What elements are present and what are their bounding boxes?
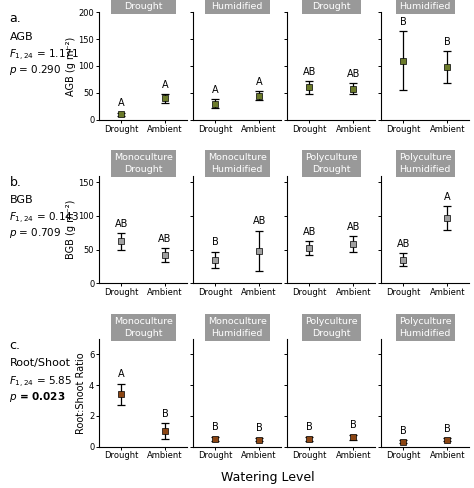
Y-axis label: Root:Shoot Ratio: Root:Shoot Ratio: [76, 352, 86, 433]
Text: c.: c.: [9, 339, 20, 352]
Title: Monoculture
Humidified: Monoculture Humidified: [208, 317, 266, 338]
Text: AB: AB: [397, 239, 410, 248]
Text: A: A: [118, 369, 125, 379]
Text: $p$ = 0.290: $p$ = 0.290: [9, 63, 62, 77]
Text: B: B: [400, 17, 407, 27]
Text: A: A: [256, 77, 263, 87]
Text: B: B: [350, 420, 356, 430]
Text: B: B: [400, 426, 407, 436]
Title: Polyculture
Drought: Polyculture Drought: [305, 153, 357, 174]
Text: A: A: [118, 99, 125, 108]
Text: B: B: [444, 424, 451, 434]
Text: B: B: [212, 237, 219, 247]
Text: BGB: BGB: [9, 195, 33, 205]
Text: B: B: [212, 422, 219, 432]
Text: AB: AB: [158, 234, 172, 244]
Text: $p$ = 0.709: $p$ = 0.709: [9, 226, 62, 240]
Text: B: B: [162, 409, 168, 419]
Text: A: A: [162, 80, 168, 90]
Title: Polyculture
Humidified: Polyculture Humidified: [399, 0, 452, 11]
Title: Monoculture
Humidified: Monoculture Humidified: [208, 153, 266, 174]
Title: Polyculture
Drought: Polyculture Drought: [305, 317, 357, 338]
Title: Polyculture
Humidified: Polyculture Humidified: [399, 317, 452, 338]
Text: a.: a.: [9, 12, 21, 25]
Text: AB: AB: [346, 69, 360, 79]
Text: AB: AB: [253, 216, 266, 226]
Text: Root/Shoot: Root/Shoot: [9, 358, 71, 368]
Text: Watering Level: Watering Level: [221, 471, 315, 484]
Title: Monoculture
Drought: Monoculture Drought: [114, 153, 173, 174]
Text: $F_{1,24}$ = 5.85: $F_{1,24}$ = 5.85: [9, 374, 73, 389]
Text: B: B: [256, 424, 263, 433]
Title: Monoculture
Humidified: Monoculture Humidified: [208, 0, 266, 11]
Text: AGB: AGB: [9, 32, 33, 41]
Title: Monoculture
Drought: Monoculture Drought: [114, 0, 173, 11]
Text: AB: AB: [302, 227, 316, 237]
Title: Monoculture
Drought: Monoculture Drought: [114, 317, 173, 338]
Text: $F_{1,24}$ = 0.143: $F_{1,24}$ = 0.143: [9, 211, 80, 226]
Text: $p$ = 0.023: $p$ = 0.023: [9, 389, 66, 404]
Text: b.: b.: [9, 176, 21, 188]
Y-axis label: BGB (g m⁻²): BGB (g m⁻²): [66, 200, 76, 259]
Title: Polyculture
Drought: Polyculture Drought: [305, 0, 357, 11]
Title: Polyculture
Humidified: Polyculture Humidified: [399, 153, 452, 174]
Text: A: A: [444, 192, 451, 202]
Text: $F_{1,24}$ = 1.171: $F_{1,24}$ = 1.171: [9, 48, 79, 63]
Text: AB: AB: [346, 222, 360, 232]
Y-axis label: AGB (g m⁻²): AGB (g m⁻²): [66, 36, 76, 96]
Text: B: B: [306, 422, 313, 432]
Text: A: A: [212, 85, 219, 95]
Text: AB: AB: [302, 67, 316, 77]
Text: AB: AB: [114, 219, 128, 229]
Text: B: B: [444, 37, 451, 46]
